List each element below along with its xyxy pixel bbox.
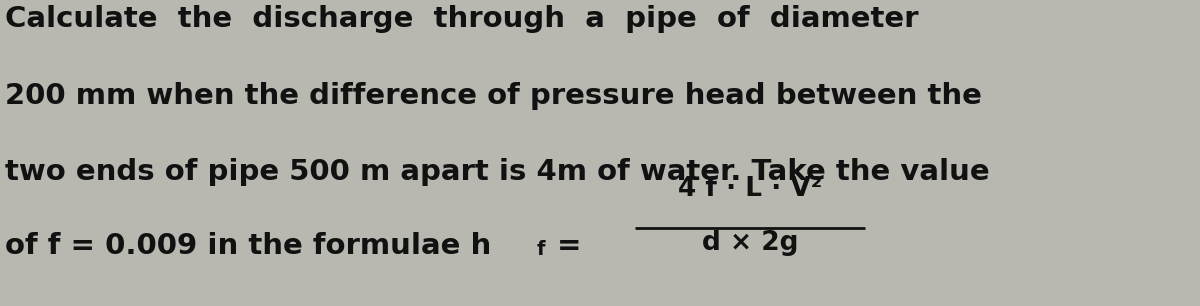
Text: of f = 0.009 in the formulae h: of f = 0.009 in the formulae h xyxy=(5,232,491,260)
Text: two ends of pipe 500 m apart is 4m of water. Take the value: two ends of pipe 500 m apart is 4m of wa… xyxy=(5,158,990,186)
Text: 4 f · L · V²: 4 f · L · V² xyxy=(678,176,822,202)
Text: f: f xyxy=(538,240,546,259)
Text: 200 mm when the difference of pressure head between the: 200 mm when the difference of pressure h… xyxy=(5,82,982,110)
Text: =: = xyxy=(557,232,582,260)
Text: d × 2g: d × 2g xyxy=(702,230,798,256)
Text: Calculate  the  discharge  through  a  pipe  of  diameter: Calculate the discharge through a pipe o… xyxy=(5,5,918,33)
